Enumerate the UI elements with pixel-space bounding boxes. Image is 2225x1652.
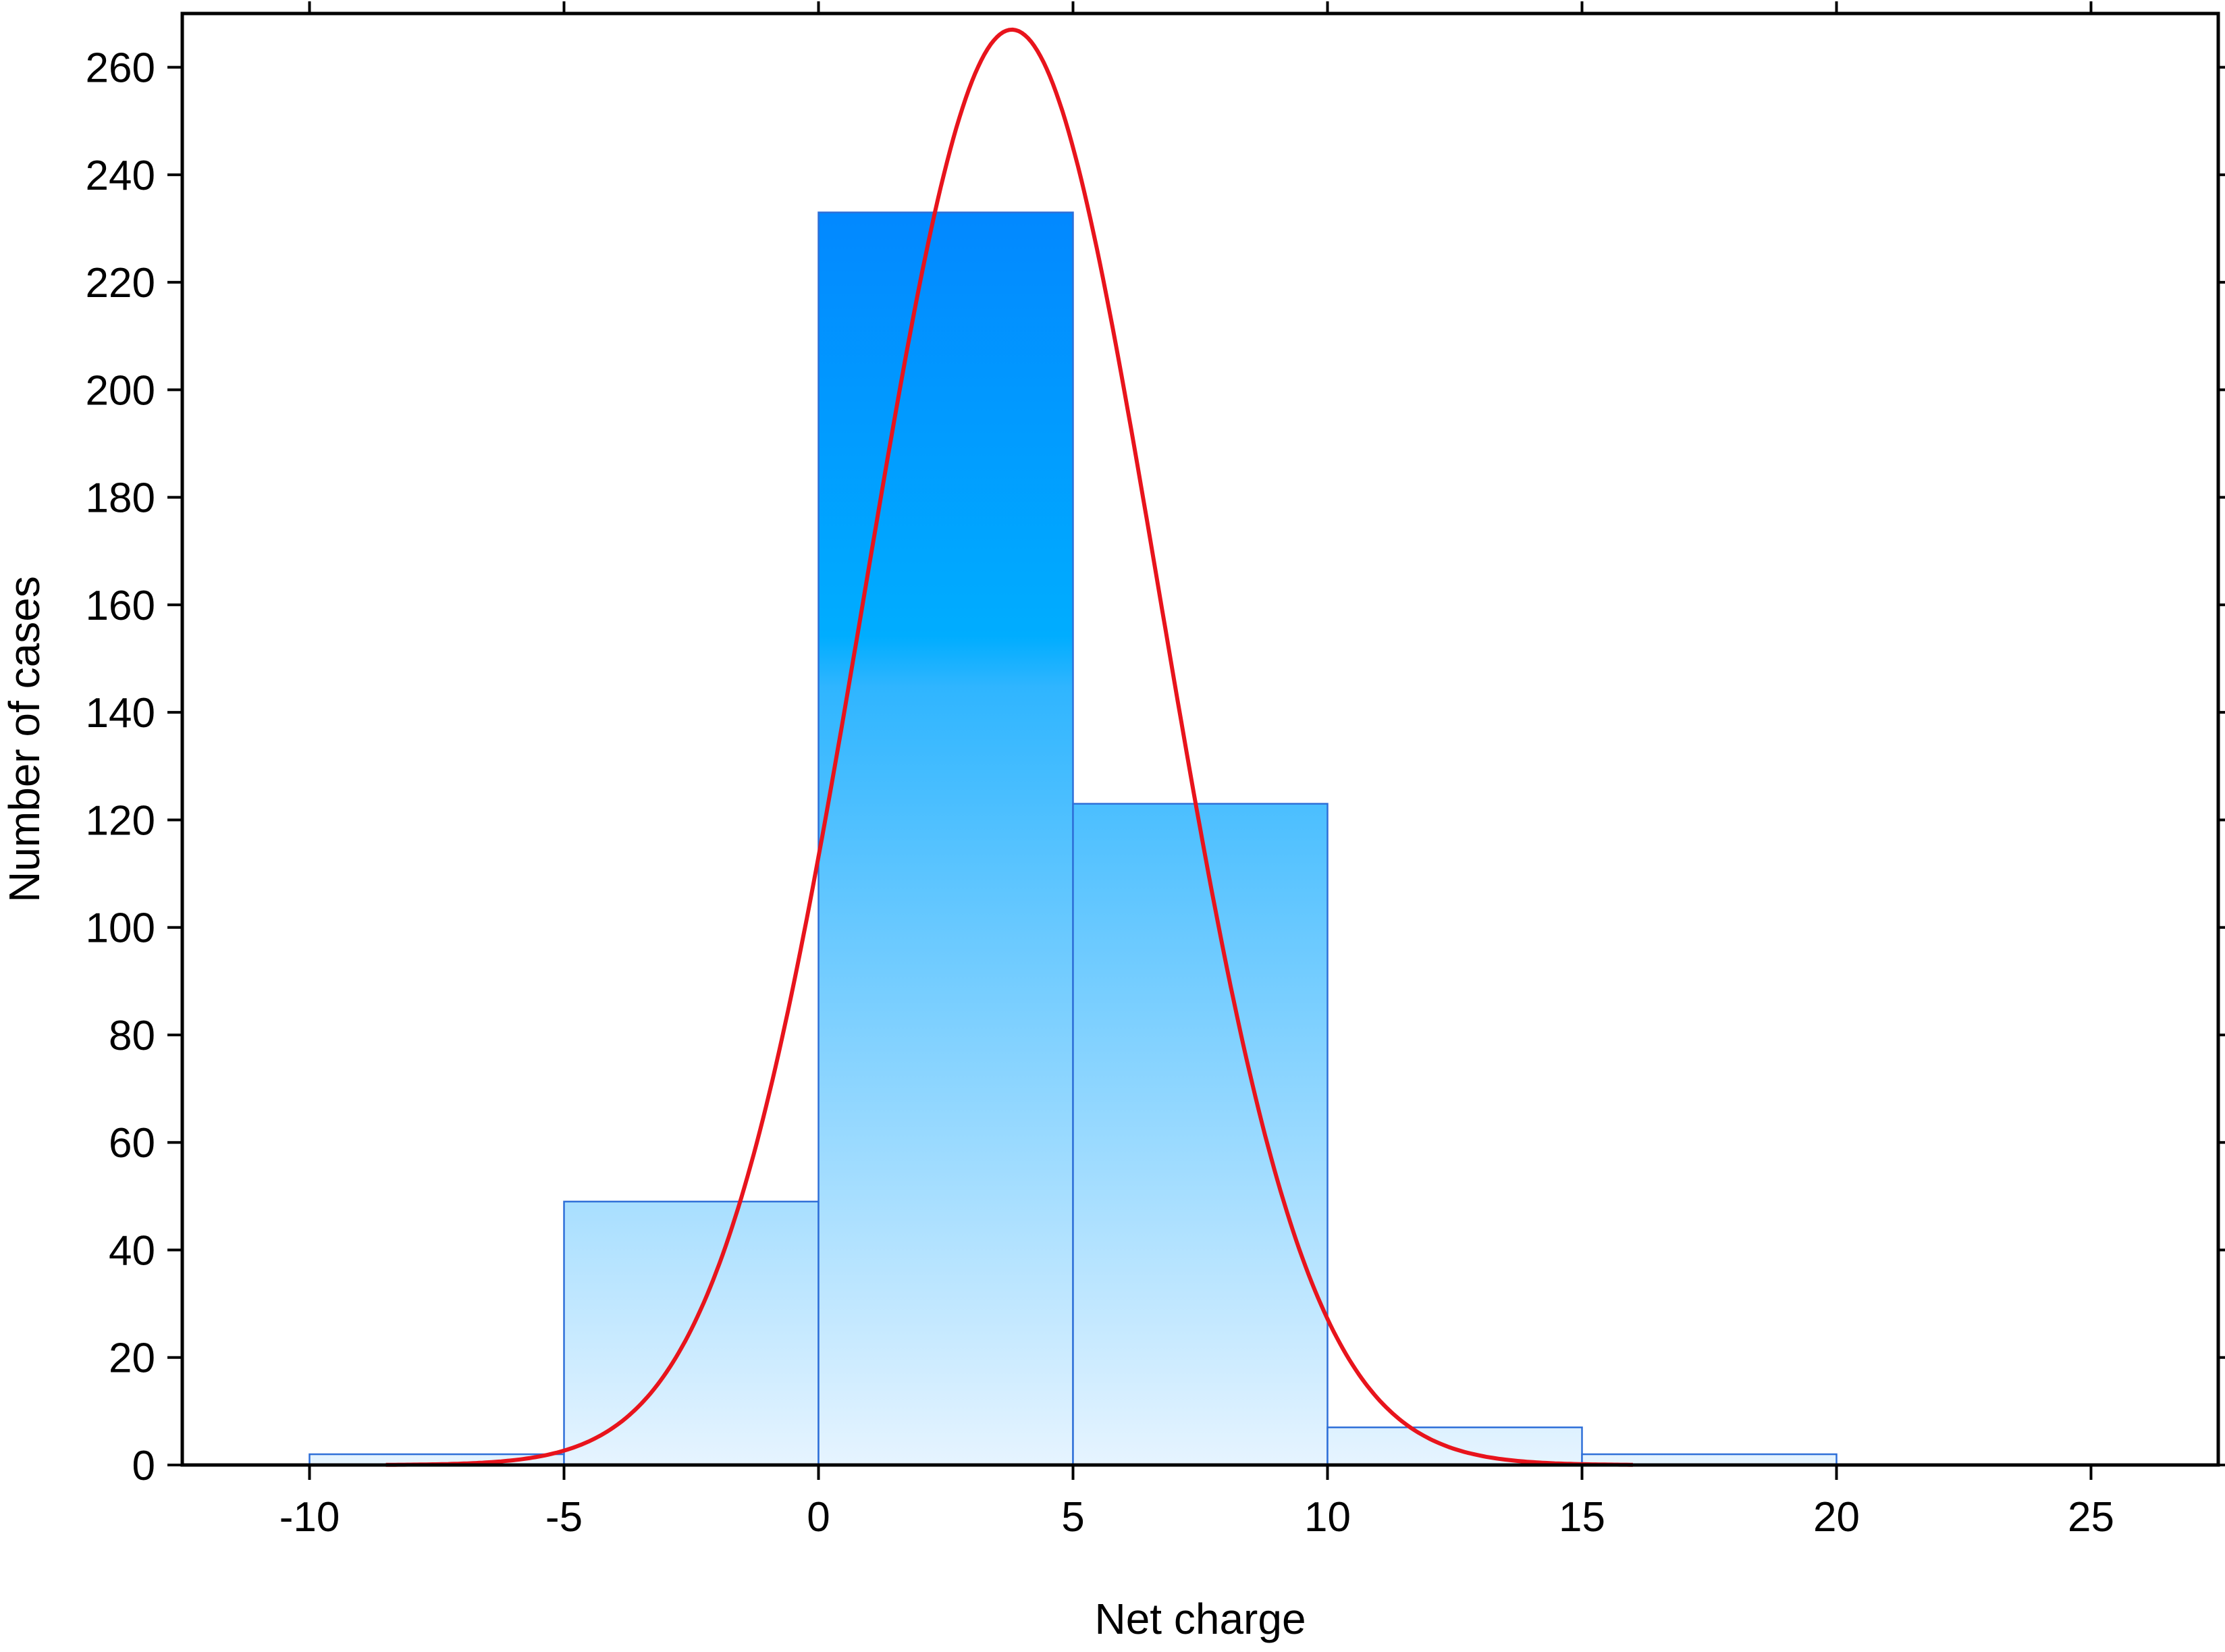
- x-axis-ticks: -10 -5 0 5 10 15 20 25: [279, 1, 2114, 1541]
- y-axis-ticks: 0 20 40 60 80 100 120 140 160 180 200 220 240 260: [86, 45, 2225, 1489]
- y-tick-label: 140: [86, 690, 155, 737]
- histogram-bar: [1326, 1427, 1583, 1466]
- normal-fit-curve-layer: [385, 27, 1633, 1467]
- plot-frame: [180, 11, 2220, 1467]
- y-tick-label: 180: [86, 475, 155, 522]
- y-tick-label: 20: [109, 1335, 155, 1382]
- y-tick-label: 0: [132, 1443, 155, 1489]
- y-axis-title: Number of cases: [0, 576, 49, 903]
- x-tick-label: 10: [1304, 1494, 1351, 1541]
- histogram-bar: [1072, 803, 1329, 1466]
- x-tick-label: 0: [807, 1494, 830, 1541]
- x-tick-label: 20: [1813, 1494, 1860, 1541]
- x-tick-label: 15: [1559, 1494, 1605, 1541]
- x-tick-label: 25: [2068, 1494, 2114, 1541]
- y-tick-label: 80: [109, 1013, 155, 1059]
- normal-fit-curve: [385, 27, 1633, 1467]
- y-tick-label: 100: [86, 905, 155, 952]
- y-tick-label: 120: [86, 797, 155, 844]
- x-tick-label: 5: [1061, 1494, 1084, 1541]
- y-tick-label: 40: [109, 1227, 155, 1274]
- histogram-bar: [817, 211, 1074, 1466]
- y-tick-label: 200: [86, 367, 155, 414]
- x-axis-title: Net charge: [1094, 1595, 1306, 1643]
- histogram-bars: [309, 211, 1838, 1466]
- y-tick-label: 60: [109, 1120, 155, 1167]
- y-tick-label: 240: [86, 153, 155, 199]
- x-tick-label: -5: [545, 1494, 583, 1541]
- y-tick-label: 220: [86, 260, 155, 307]
- x-tick-label: -10: [279, 1494, 340, 1541]
- y-tick-label: 260: [86, 45, 155, 92]
- y-tick-label: 160: [86, 583, 155, 629]
